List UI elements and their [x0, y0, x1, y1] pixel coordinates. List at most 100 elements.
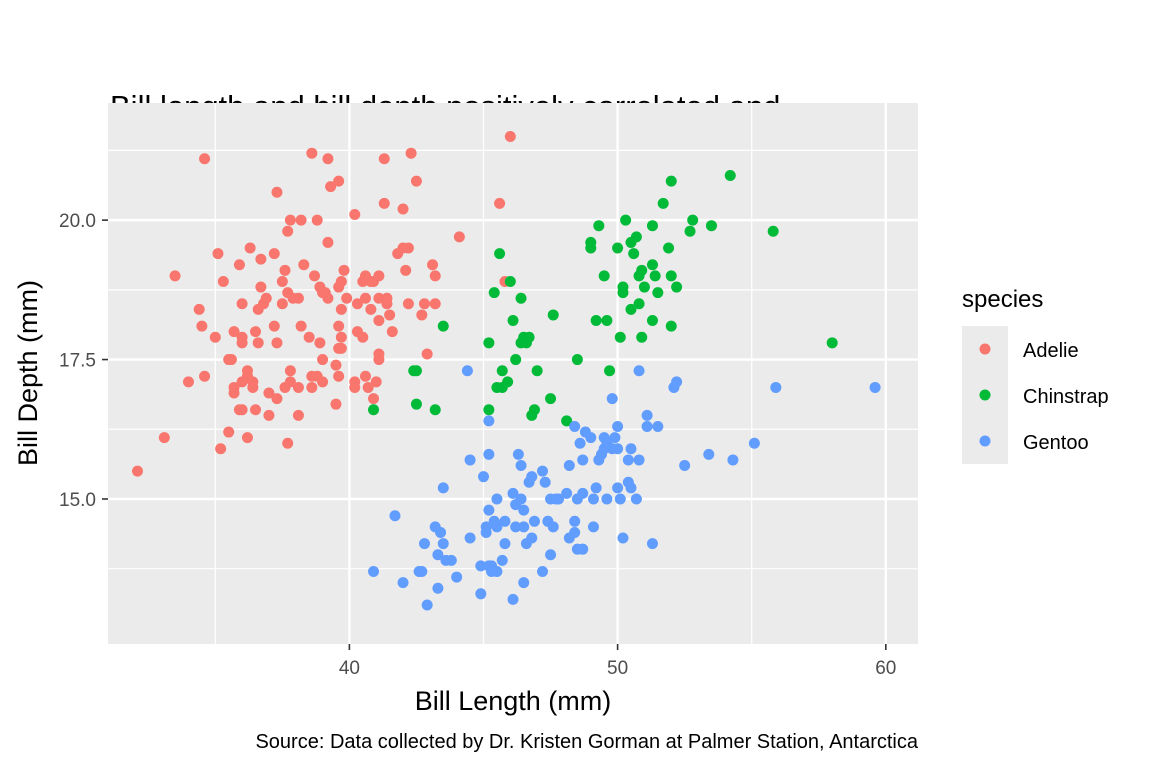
point-gentoo: [625, 443, 637, 455]
point-chinstrap: [368, 404, 380, 416]
point-adelie: [284, 214, 296, 226]
point-chinstrap: [507, 315, 519, 327]
point-chinstrap: [494, 248, 506, 260]
point-chinstrap: [620, 214, 632, 226]
point-adelie: [252, 337, 264, 349]
legend-marker-chinstrap: [979, 389, 991, 401]
point-gentoo: [641, 420, 653, 432]
point-adelie: [241, 432, 253, 444]
point-adelie: [405, 147, 417, 159]
point-gentoo: [622, 454, 634, 466]
point-gentoo: [528, 515, 540, 527]
point-adelie: [373, 315, 385, 327]
point-adelie: [402, 242, 414, 254]
point-gentoo: [518, 577, 530, 589]
point-adelie: [247, 381, 259, 393]
point-adelie: [373, 270, 385, 282]
point-chinstrap: [598, 270, 610, 282]
point-gentoo: [646, 538, 658, 550]
point-gentoo: [748, 437, 760, 449]
point-gentoo: [633, 365, 645, 377]
point-adelie: [322, 292, 334, 304]
point-chinstrap: [665, 175, 677, 187]
point-gentoo: [587, 521, 599, 533]
point-adelie: [199, 153, 211, 165]
point-adelie: [330, 359, 342, 371]
point-adelie: [322, 236, 334, 248]
point-adelie: [223, 426, 235, 438]
point-adelie: [284, 376, 296, 388]
point-chinstrap: [547, 309, 559, 321]
point-gentoo: [606, 393, 618, 405]
point-gentoo: [612, 420, 624, 432]
point-gentoo: [561, 487, 573, 499]
point-chinstrap: [410, 398, 422, 410]
point-chinstrap: [628, 248, 640, 260]
point-gentoo: [770, 381, 782, 393]
point-gentoo: [518, 504, 530, 516]
point-adelie: [196, 320, 208, 332]
point-chinstrap: [593, 220, 605, 232]
point-adelie: [236, 298, 248, 310]
point-adelie: [416, 309, 428, 321]
point-adelie: [282, 225, 294, 237]
point-adelie: [362, 381, 374, 393]
point-adelie: [295, 320, 307, 332]
point-adelie: [228, 381, 240, 393]
point-gentoo: [633, 454, 645, 466]
point-adelie: [250, 404, 262, 416]
point-chinstrap: [483, 404, 495, 416]
point-gentoo: [539, 476, 551, 488]
point-gentoo: [614, 493, 626, 505]
point-gentoo: [869, 381, 881, 393]
point-chinstrap: [504, 275, 516, 287]
point-adelie: [236, 404, 248, 416]
point-chinstrap: [687, 214, 699, 226]
point-adelie: [279, 264, 291, 276]
point-gentoo: [547, 521, 559, 533]
point-adelie: [306, 147, 318, 159]
point-adelie: [494, 197, 506, 209]
point-adelie: [255, 281, 267, 293]
point-adelie: [276, 275, 288, 287]
point-chinstrap: [571, 354, 583, 366]
point-gentoo: [491, 565, 503, 577]
legend-label-chinstrap: Chinstrap: [1023, 386, 1109, 408]
point-adelie: [276, 298, 288, 310]
legend-marker-gentoo: [979, 435, 991, 447]
point-adelie: [341, 292, 353, 304]
point-gentoo: [483, 415, 495, 427]
point-gentoo: [368, 565, 380, 577]
point-adelie: [330, 398, 342, 410]
y-tick-label: 20.0: [59, 211, 96, 232]
point-adelie: [209, 331, 221, 343]
point-adelie: [381, 298, 393, 310]
point-adelie: [268, 248, 280, 260]
x-axis-label: Bill Length (mm): [415, 686, 612, 716]
point-gentoo: [526, 532, 538, 544]
point-gentoo: [515, 460, 527, 472]
point-chinstrap: [705, 220, 717, 232]
point-chinstrap: [612, 242, 624, 254]
point-chinstrap: [429, 404, 441, 416]
point-chinstrap: [646, 259, 658, 271]
point-adelie: [402, 298, 414, 310]
point-gentoo: [461, 365, 473, 377]
point-adelie: [504, 130, 516, 142]
point-adelie: [410, 175, 422, 187]
point-chinstrap: [767, 225, 779, 237]
point-adelie: [349, 209, 361, 221]
point-adelie: [268, 320, 280, 332]
point-gentoo: [421, 599, 433, 611]
point-adelie: [132, 465, 144, 477]
point-adelie: [255, 253, 267, 265]
point-gentoo: [569, 420, 581, 432]
point-adelie: [384, 309, 396, 321]
point-adelie: [359, 370, 371, 382]
point-gentoo: [612, 482, 624, 494]
point-gentoo: [569, 526, 581, 538]
axes: 40 50 60 15.0 17.5 20.0: [59, 211, 896, 679]
point-gentoo: [727, 454, 739, 466]
point-gentoo: [445, 554, 457, 566]
